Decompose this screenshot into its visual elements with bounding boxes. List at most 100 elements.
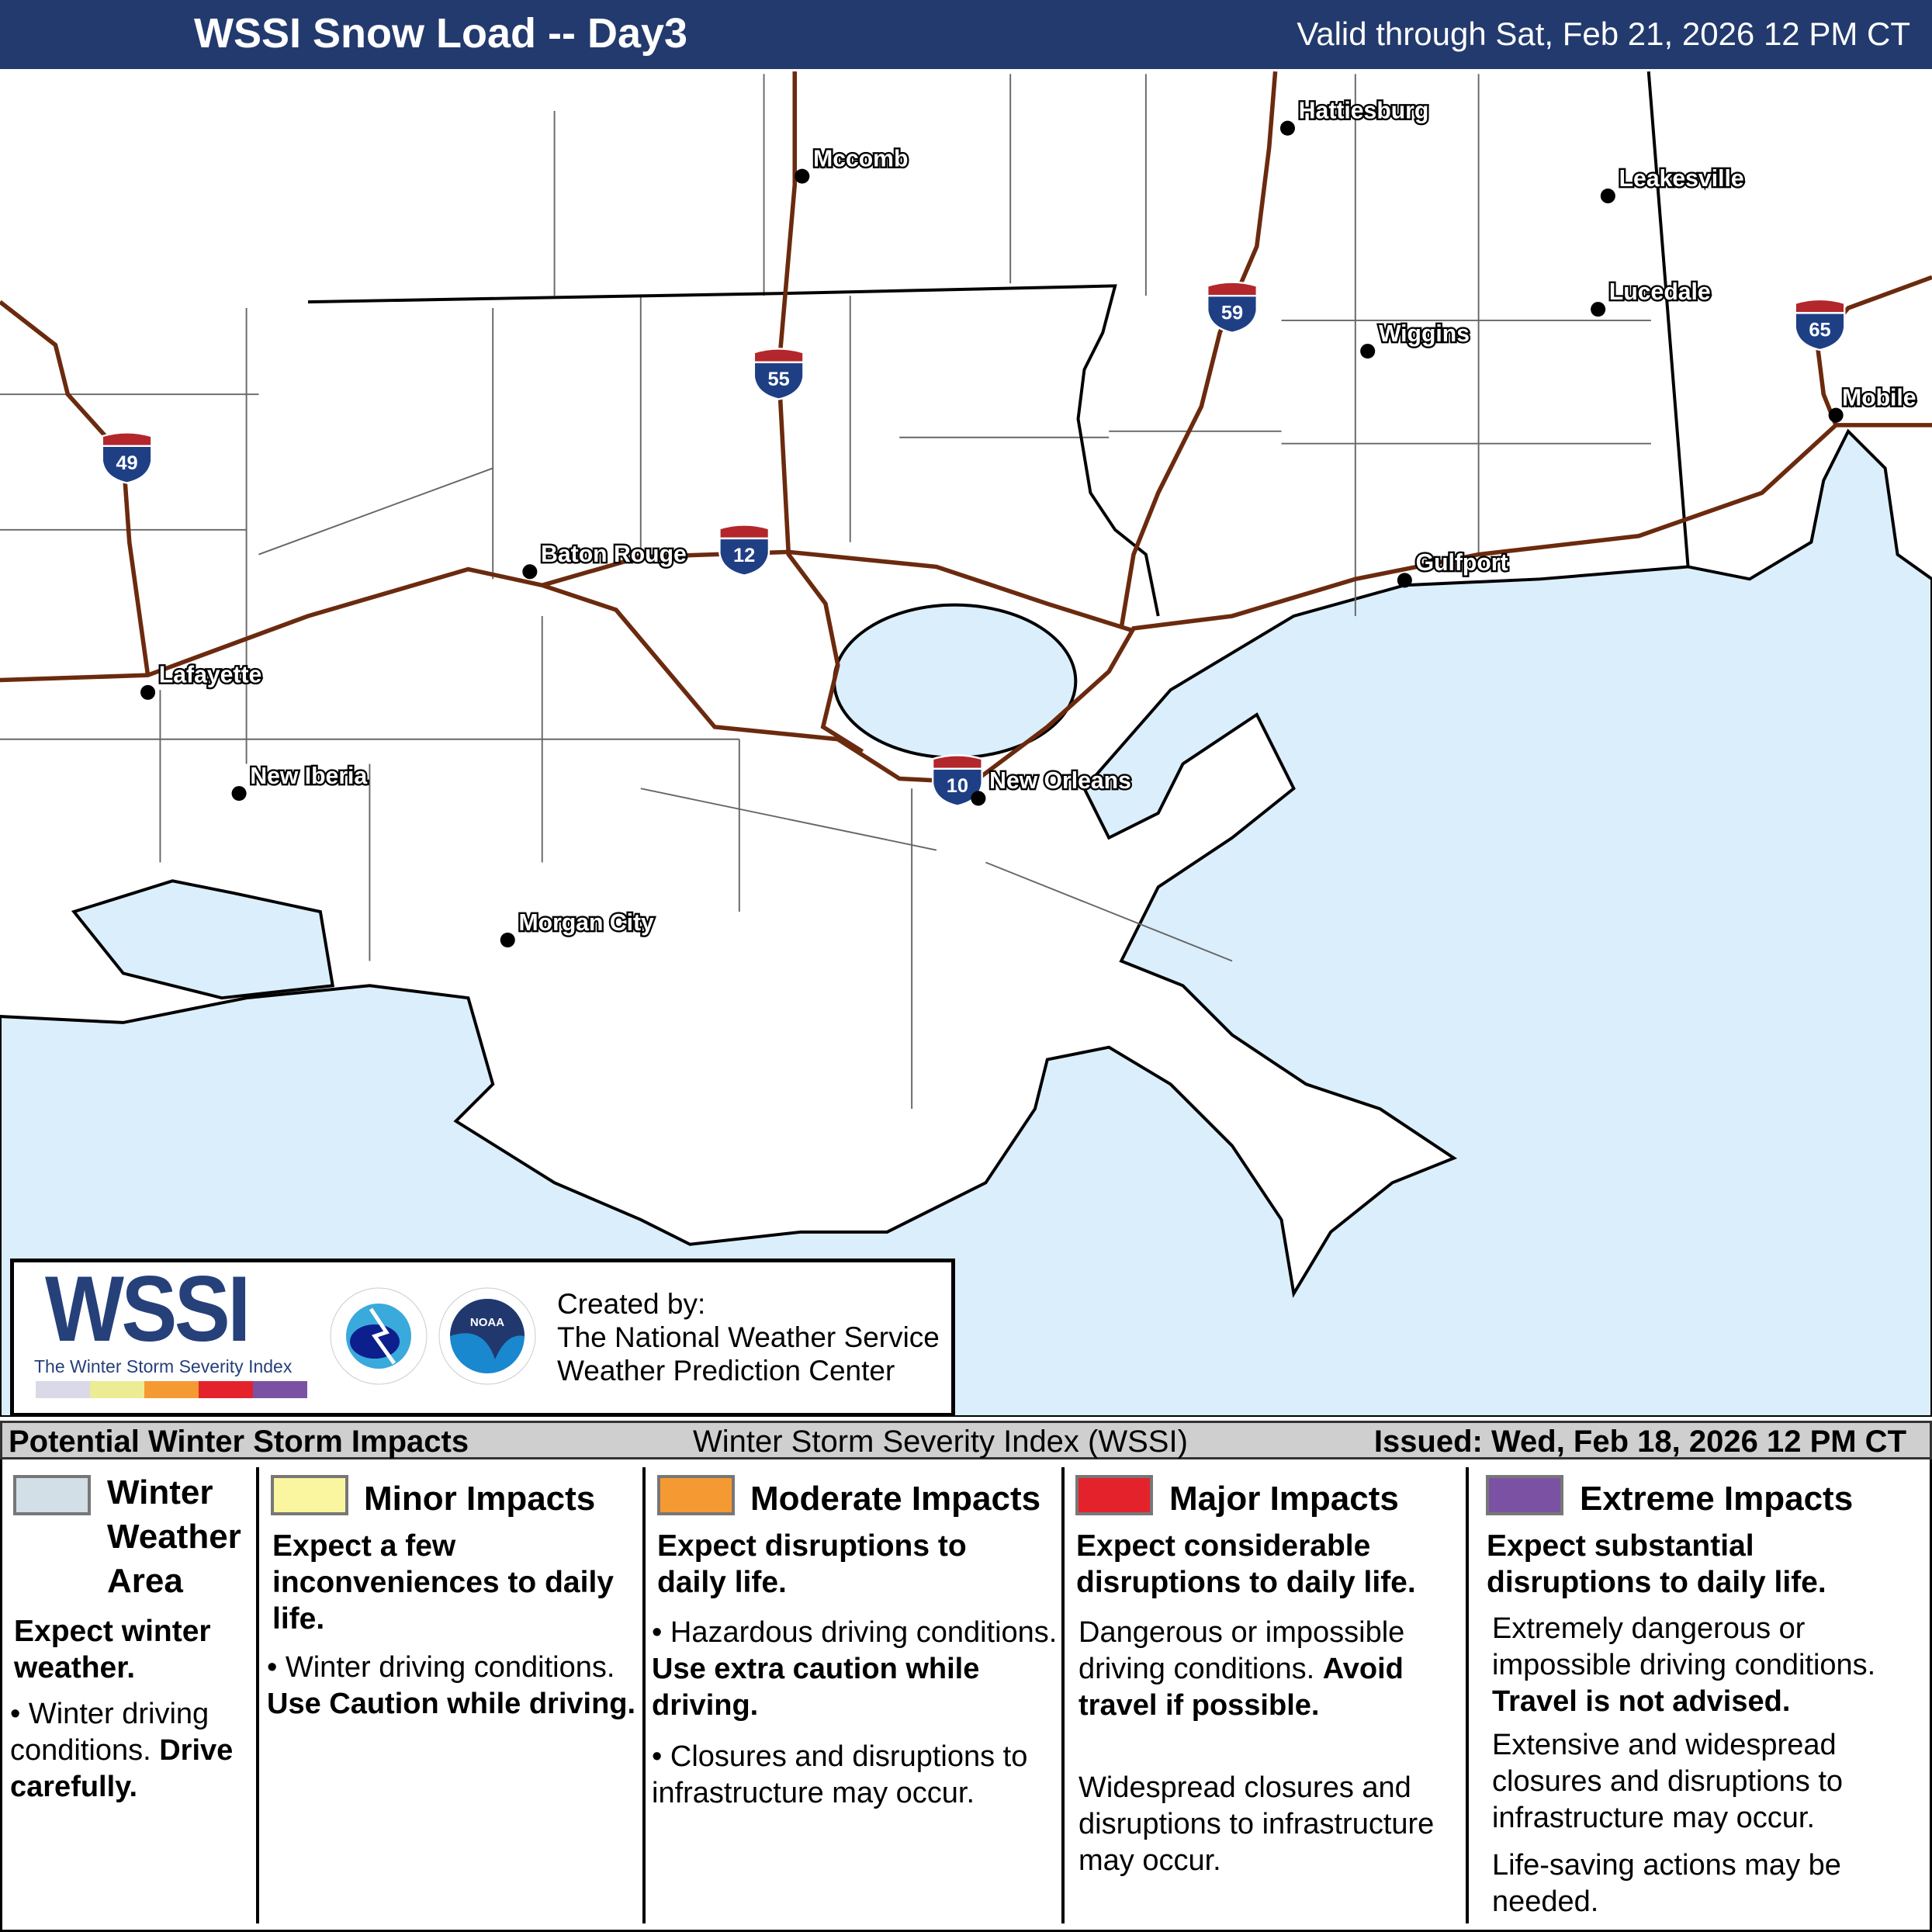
interstates: [0, 71, 1932, 785]
county-lines: [0, 74, 1651, 1110]
i59-route: [1119, 71, 1278, 629]
interstate-shield-icon: 12: [718, 524, 770, 576]
i55-route: [776, 71, 864, 753]
city-dot: [500, 933, 515, 948]
legend-major: Major Impacts Expect considerable disrup…: [1065, 1459, 1466, 1925]
legend-text: Dangerous or impossible driving conditio…: [1079, 1616, 1405, 1722]
city-marker: Mccomb: [795, 144, 910, 184]
city-dot: [795, 168, 810, 184]
swatch: [1075, 1475, 1153, 1515]
legend-subtitle: Expect winter weather.: [14, 1615, 211, 1684]
severity-swatch: [144, 1381, 199, 1398]
swatch: [657, 1475, 735, 1515]
noaa-logo-icon: NOAA: [438, 1287, 536, 1385]
legend-moderate: Moderate Impacts Expect disruptions to d…: [646, 1459, 1061, 1925]
interstate-number: 49: [116, 452, 137, 474]
city-marker: Baton Rouge: [522, 540, 688, 580]
city-label: Leakesville: [1619, 166, 1744, 192]
city-label: Mobile: [1842, 385, 1916, 410]
org-nws: The National Weather Service: [557, 1321, 940, 1353]
city-label: Morgan City: [519, 910, 654, 936]
interstate-shield-icon: 10: [931, 754, 983, 807]
wssi-logo: WSSI: [45, 1257, 251, 1361]
swatch: [13, 1475, 91, 1515]
city-dot: [1828, 407, 1844, 423]
city-label: New Orleans: [989, 768, 1131, 794]
interstate-number: 59: [1221, 302, 1243, 324]
city-marker: Lucedale: [1591, 278, 1712, 317]
legend-bullet: • Winter driving conditions. Use Caution…: [267, 1651, 636, 1720]
i12-route: [541, 549, 1134, 633]
swatch: [271, 1475, 348, 1515]
wssi-subtitle: The Winter Storm Severity Index: [34, 1356, 293, 1376]
org-wpc: Weather Prediction Center: [557, 1355, 895, 1387]
city-dot: [1279, 120, 1295, 136]
city-dot: [140, 684, 156, 700]
i10-route: [0, 423, 1932, 785]
legend-title: Potential Winter Storm Impacts: [9, 1425, 469, 1459]
legend-subtitle: Expect disruptions to daily life.: [657, 1529, 967, 1599]
legend-bullet: • Closures and disruptions to infrastruc…: [652, 1740, 1028, 1809]
legend-text: Life-saving actions may be needed.: [1492, 1849, 1841, 1918]
city-marker: Hattiesburg: [1279, 96, 1431, 136]
city-dot: [1397, 573, 1412, 588]
interstate-shield-icon: 49: [101, 431, 153, 484]
city-label: Gulfport: [1416, 550, 1508, 576]
city-marker: Lafayette: [140, 660, 264, 700]
legend-subtitle: Expect considerable disruptions to daily…: [1076, 1529, 1416, 1599]
city-dot: [1600, 189, 1615, 204]
legend-text: Widespread closures and disruptions to i…: [1079, 1771, 1435, 1877]
severity-swatch: [90, 1381, 144, 1398]
vermilion-bay: [71, 879, 335, 1000]
interstate-number: 12: [733, 545, 755, 566]
legend-header-bar: Potential Winter Storm Impacts Winter St…: [0, 1421, 1932, 1459]
legend-heading: Winter Weather Area: [107, 1473, 241, 1600]
city-marker: Morgan City: [500, 908, 656, 948]
legend-subtitle: Expect substantial disruptions to daily …: [1487, 1529, 1826, 1599]
legend-bullet: • Winter driving conditions. Drive caref…: [10, 1698, 234, 1803]
city-dot: [522, 564, 538, 580]
interstate-shield-icon: 55: [753, 348, 805, 400]
swatch: [1486, 1475, 1563, 1515]
interstate-number: 55: [767, 369, 789, 390]
city-marker: Mobile: [1828, 383, 1918, 423]
city-marker: New Iberia: [231, 762, 369, 802]
city-label: Hattiesburg: [1299, 99, 1429, 124]
credits-box: WSSI The Winter Storm Severity Index NOA…: [10, 1259, 955, 1417]
city-dot: [231, 786, 247, 802]
severity-swatch: [253, 1381, 307, 1398]
valid-time: Valid through Sat, Feb 21, 2026 12 PM CT: [1297, 16, 1910, 52]
legend-heading: Major Impacts: [1169, 1480, 1399, 1518]
city-marker: New Orleans: [971, 767, 1133, 806]
city-label: Mccomb: [813, 146, 908, 171]
interstate-number: 65: [1809, 320, 1830, 341]
city-label: Lucedale: [1609, 279, 1711, 305]
legend-extreme: Extreme Impacts Expect substantial disru…: [1469, 1459, 1932, 1925]
svg-text:NOAA: NOAA: [470, 1316, 504, 1329]
water: [0, 428, 1932, 1417]
city-dot: [1360, 344, 1376, 359]
legend-heading: Moderate Impacts: [750, 1480, 1041, 1518]
city-label: Baton Rouge: [541, 542, 687, 567]
city-label: New Iberia: [250, 763, 367, 789]
issued-time: Issued: Wed, Feb 18, 2026 12 PM CT: [1373, 1425, 1906, 1459]
gulf-of-mexico: [0, 428, 1932, 1417]
city-marker: Gulfport: [1397, 549, 1510, 588]
legend-bullet: • Hazardous driving conditions. Use extr…: [652, 1616, 1058, 1722]
interstate-shield-icon: 65: [1794, 298, 1846, 351]
legend-text: Extremely dangerous or impossible drivin…: [1492, 1612, 1876, 1718]
city-dot: [1591, 302, 1606, 317]
index-name: Winter Storm Severity Index (WSSI): [693, 1425, 1188, 1459]
city-marker: Wiggins: [1360, 320, 1471, 359]
map: 49 55 12 59 65 10 Hattiesburg Mccomb Leake…: [0, 69, 1932, 1417]
created-by: Created by: The National Weather Service…: [557, 1287, 940, 1387]
city-label: Lafayette: [159, 663, 261, 688]
legend-text: Extensive and widespread closures and di…: [1492, 1729, 1844, 1834]
legend-subtitle: Expect a few inconveniences to daily lif…: [272, 1529, 614, 1636]
city-label: Wiggins: [1379, 321, 1470, 347]
legend-heading: Extreme Impacts: [1580, 1480, 1854, 1518]
legend-heading: Minor Impacts: [364, 1480, 596, 1518]
state-lines: [307, 71, 1690, 617]
map-title: WSSI Snow Load -- Day3: [194, 10, 688, 57]
interstate-number: 10: [947, 775, 968, 797]
